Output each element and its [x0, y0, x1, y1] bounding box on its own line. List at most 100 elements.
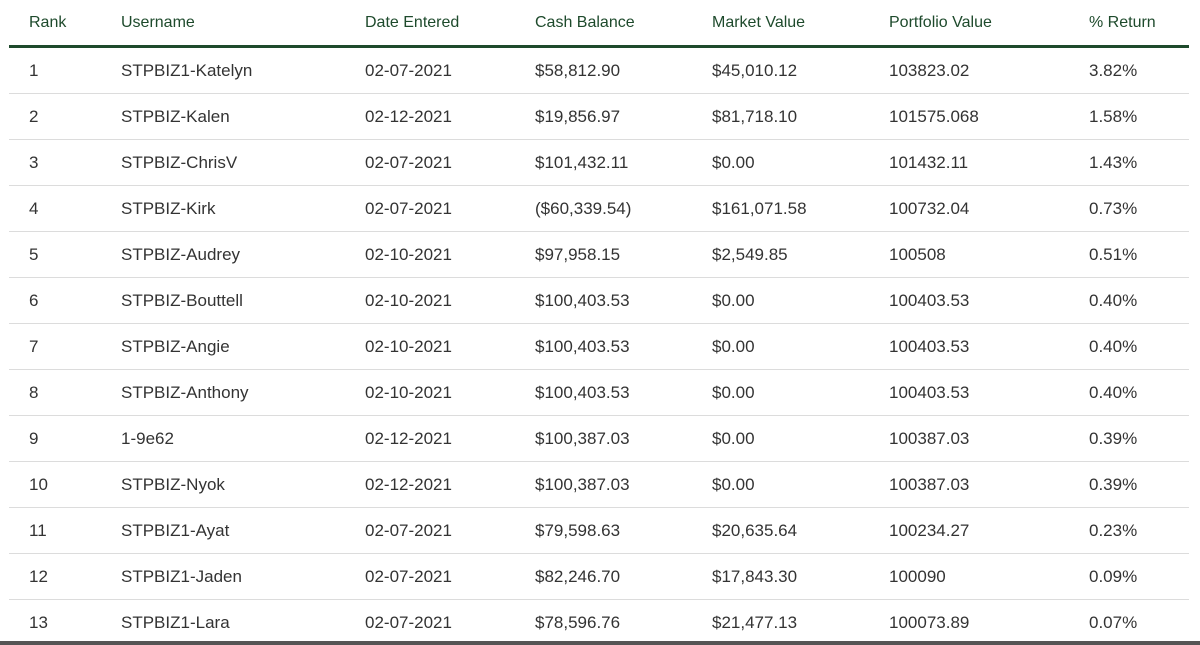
header-date-entered[interactable]: Date Entered [365, 0, 535, 48]
cell-date-entered: 02-10-2021 [365, 231, 535, 278]
cell-rank: 9 [9, 415, 121, 462]
cell-cash-balance: $101,432.11 [535, 139, 712, 186]
cell-portfolio-value: 103823.02 [889, 46, 1089, 94]
cell-date-entered: 02-07-2021 [365, 507, 535, 554]
cell-portfolio-value: 101432.11 [889, 139, 1089, 186]
cell-percent-return: 0.07% [1089, 599, 1189, 645]
cell-username: 1-9e62 [121, 415, 365, 462]
table-row[interactable]: 4 STPBIZ-Kirk 02-07-2021 ($60,339.54) $161,0… [9, 185, 1189, 232]
cell-username: STPBIZ-Kirk [121, 185, 365, 232]
cell-portfolio-value: 100234.27 [889, 507, 1089, 554]
cell-cash-balance: $97,958.15 [535, 231, 712, 278]
cell-rank: 5 [9, 231, 121, 278]
cell-date-entered: 02-12-2021 [365, 93, 535, 140]
header-portfolio-value[interactable]: Portfolio Value [889, 0, 1089, 48]
cell-rank: 2 [9, 93, 121, 140]
header-row: Rank Username Date Entered Cash Balance … [9, 0, 1189, 48]
cell-cash-balance: $82,246.70 [535, 553, 712, 600]
cell-percent-return: 1.43% [1089, 139, 1189, 186]
cell-username: STPBIZ-Bouttell [121, 277, 365, 324]
cell-market-value: $17,843.30 [712, 553, 889, 600]
cell-username: STPBIZ-Nyok [121, 461, 365, 508]
table-row[interactable]: 6 STPBIZ-Bouttell 02-10-2021 $100,403.53 $0.… [9, 277, 1189, 324]
cell-portfolio-value: 100403.53 [889, 323, 1089, 370]
cell-market-value: $2,549.85 [712, 231, 889, 278]
cell-rank: 10 [9, 461, 121, 508]
cell-rank: 6 [9, 277, 121, 324]
cell-rank: 8 [9, 369, 121, 416]
cell-portfolio-value: 100090 [889, 553, 1089, 600]
cell-percent-return: 0.51% [1089, 231, 1189, 278]
cell-username: STPBIZ-Anthony [121, 369, 365, 416]
cell-market-value: $0.00 [712, 461, 889, 508]
cell-cash-balance: $100,387.03 [535, 461, 712, 508]
cell-date-entered: 02-10-2021 [365, 277, 535, 324]
table-row[interactable]: 1 STPBIZ1-Katelyn 02-07-2021 $58,812.90 $45,… [9, 46, 1189, 94]
cell-percent-return: 0.39% [1089, 415, 1189, 462]
cell-username: STPBIZ1-Ayat [121, 507, 365, 554]
table-row[interactable]: 2 STPBIZ-Kalen 02-12-2021 $19,856.97 $81,718… [9, 93, 1189, 140]
cell-date-entered: 02-07-2021 [365, 599, 535, 645]
cell-rank: 12 [9, 553, 121, 600]
cell-percent-return: 0.40% [1089, 277, 1189, 324]
cell-percent-return: 0.73% [1089, 185, 1189, 232]
cell-username: STPBIZ1-Lara [121, 599, 365, 645]
cell-username: STPBIZ1-Jaden [121, 553, 365, 600]
cell-date-entered: 02-12-2021 [365, 415, 535, 462]
cell-date-entered: 02-12-2021 [365, 461, 535, 508]
cell-percent-return: 3.82% [1089, 46, 1189, 94]
cell-cash-balance: $100,403.53 [535, 277, 712, 324]
cell-percent-return: 1.58% [1089, 93, 1189, 140]
cell-market-value: $0.00 [712, 323, 889, 370]
cell-username: STPBIZ1-Katelyn [121, 46, 365, 94]
table-row[interactable]: 10 STPBIZ-Nyok 02-12-2021 $100,387.03 $0.00 1… [9, 461, 1189, 508]
cell-username: STPBIZ-ChrisV [121, 139, 365, 186]
table-row[interactable]: 12 STPBIZ1-Jaden 02-07-2021 $82,246.70 $17,8… [9, 553, 1189, 600]
header-username[interactable]: Username [121, 0, 365, 48]
cell-market-value: $45,010.12 [712, 46, 889, 94]
cell-cash-balance: $100,403.53 [535, 369, 712, 416]
cell-cash-balance: ($60,339.54) [535, 185, 712, 232]
cell-rank: 4 [9, 185, 121, 232]
header-rank[interactable]: Rank [9, 0, 121, 48]
cell-username: STPBIZ-Angie [121, 323, 365, 370]
cell-username: STPBIZ-Kalen [121, 93, 365, 140]
header-percent-return[interactable]: % Return [1089, 0, 1189, 48]
cell-date-entered: 02-07-2021 [365, 139, 535, 186]
cell-market-value: $21,477.13 [712, 599, 889, 645]
cell-portfolio-value: 100403.53 [889, 369, 1089, 416]
cell-cash-balance: $19,856.97 [535, 93, 712, 140]
cell-portfolio-value: 101575.068 [889, 93, 1089, 140]
cell-cash-balance: $100,403.53 [535, 323, 712, 370]
cell-cash-balance: $78,596.76 [535, 599, 712, 645]
table-header: Rank Username Date Entered Cash Balance … [9, 0, 1189, 48]
table-row[interactable]: 5 STPBIZ-Audrey 02-10-2021 $97,958.15 $2,549… [9, 231, 1189, 278]
cell-date-entered: 02-10-2021 [365, 369, 535, 416]
cell-percent-return: 0.23% [1089, 507, 1189, 554]
cell-market-value: $161,071.58 [712, 185, 889, 232]
leaderboard-table: Rank Username Date Entered Cash Balance … [9, 0, 1189, 645]
cell-rank: 1 [9, 46, 121, 94]
table-row[interactable]: 7 STPBIZ-Angie 02-10-2021 $100,403.53 $0.00 1… [9, 323, 1189, 370]
header-market-value[interactable]: Market Value [712, 0, 889, 48]
table-row[interactable]: 13 STPBIZ1-Lara 02-07-2021 $78,596.76 $21,47… [9, 599, 1189, 645]
cell-portfolio-value: 100387.03 [889, 415, 1089, 462]
cell-market-value: $0.00 [712, 369, 889, 416]
table-row[interactable]: 9 1-9e62 02-12-2021 $100,387.03 $0.00 100387.… [9, 415, 1189, 462]
header-cash-balance[interactable]: Cash Balance [535, 0, 712, 48]
cell-username: STPBIZ-Audrey [121, 231, 365, 278]
table-row[interactable]: 11 STPBIZ1-Ayat 02-07-2021 $79,598.63 $20,63… [9, 507, 1189, 554]
cell-market-value: $0.00 [712, 277, 889, 324]
cell-cash-balance: $58,812.90 [535, 46, 712, 94]
cell-rank: 11 [9, 507, 121, 554]
cell-portfolio-value: 100403.53 [889, 277, 1089, 324]
table-row[interactable]: 8 STPBIZ-Anthony 02-10-2021 $100,403.53 $0.0… [9, 369, 1189, 416]
cell-date-entered: 02-07-2021 [365, 553, 535, 600]
cell-date-entered: 02-07-2021 [365, 185, 535, 232]
cell-percent-return: 0.09% [1089, 553, 1189, 600]
cell-portfolio-value: 100732.04 [889, 185, 1089, 232]
horizontal-scrollbar[interactable] [0, 641, 1200, 645]
table-row[interactable]: 3 STPBIZ-ChrisV 02-07-2021 $101,432.11 $0.00… [9, 139, 1189, 186]
cell-cash-balance: $100,387.03 [535, 415, 712, 462]
